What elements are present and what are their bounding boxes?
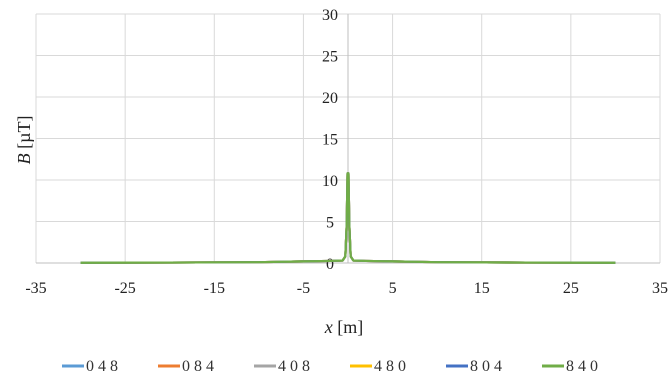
legend-label: 4 8 0 [374,358,406,375]
series-line [80,172,616,264]
y-tick-label: 5 [326,215,334,232]
y-tick-label: 30 [322,7,338,24]
x-tick-label: 5 [389,280,397,297]
y-tick-label: 20 [322,90,338,107]
x-tick-label: 25 [563,280,579,297]
y-tick-label: 0 [326,256,334,273]
x-tick-label: 15 [474,280,490,297]
y-tick-label: 25 [322,49,338,66]
y-axis-label: B [µT] [14,116,34,165]
y-axis-unit: [µT] [14,116,34,154]
x-tick-label: -5 [297,280,310,297]
legend-label: 0 8 4 [182,358,214,375]
legend-label: 8 4 0 [566,358,598,375]
x-tick-label: -25 [114,280,135,297]
y-tick-label: 10 [322,173,338,190]
legend-label: 4 0 8 [278,358,310,375]
x-tick-label: 35 [652,280,668,297]
y-tick-labels: 0 5 10 15 20 25 30 [322,7,338,273]
x-axis-label: x [m] [324,317,364,337]
x-tick-label: -35 [25,280,46,297]
x-axis-variable: x [324,317,333,337]
legend: 0 4 8 0 8 4 4 0 8 4 8 0 8 0 4 8 4 0 [62,358,598,375]
x-tick-labels: -35 -25 -15 -5 5 15 25 35 [25,280,668,297]
x-axis-unit: [m] [333,317,364,337]
legend-label: 8 0 4 [470,358,502,375]
legend-label: 0 4 8 [86,358,118,375]
series-lines [80,172,616,264]
y-axis-variable: B [14,153,34,164]
y-tick-label: 15 [322,132,338,149]
x-tick-label: -15 [204,280,225,297]
